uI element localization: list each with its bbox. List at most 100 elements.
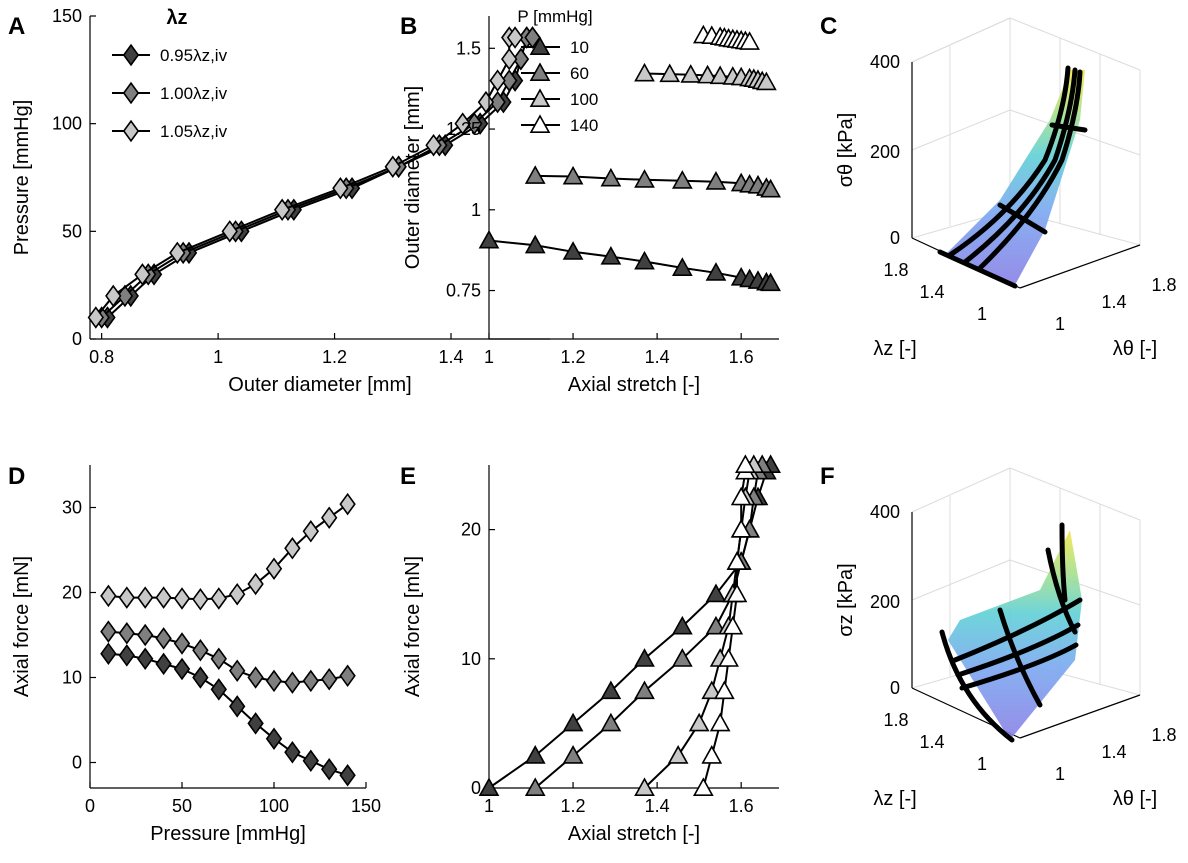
legend-marker (529, 36, 551, 56)
data-point (192, 588, 209, 611)
x-tick-label: 0 (85, 796, 95, 816)
x-tick-label: 1.4 (645, 796, 670, 816)
y-tick-label: 0.75 (446, 281, 481, 301)
data-point (709, 65, 731, 85)
data-point (339, 664, 356, 688)
series-3 (692, 24, 760, 50)
xaxis-tick-f: 1.4 (1101, 742, 1126, 762)
data-point (701, 680, 723, 700)
data-point (118, 586, 135, 609)
yaxis-label-c: λz [-] (873, 338, 916, 360)
data-point (489, 90, 506, 114)
data-point (634, 680, 655, 700)
data-point (134, 263, 151, 286)
y-tick-label: 0 (471, 778, 481, 798)
x-tick-label: 1.2 (561, 796, 586, 816)
legend-entry: 140 (570, 116, 598, 135)
data-point (87, 306, 105, 329)
x-tick-label: 0.8 (89, 347, 114, 367)
zaxis-tick-c: 400 (870, 52, 900, 72)
data-point (100, 584, 117, 608)
zaxis-tick-f: 0 (890, 678, 900, 698)
data-point (478, 777, 500, 797)
x-axis-label: Pressure [mmHg] (150, 823, 306, 845)
data-point (466, 112, 483, 135)
data-point (210, 647, 227, 671)
series-0 (478, 229, 781, 292)
data-point (100, 620, 117, 643)
data-point (680, 64, 702, 83)
data-point (247, 712, 264, 735)
yaxis-tick-c: 1 (977, 304, 987, 324)
data-point (221, 220, 238, 243)
series-0 (100, 642, 356, 787)
data-point (634, 648, 655, 667)
legend-title: P [mmHg] (517, 7, 592, 26)
data-point (192, 639, 209, 662)
data-point (229, 659, 246, 682)
legend-entry: 1.05λz,iv (160, 122, 228, 141)
data-point (735, 454, 756, 474)
data-point (756, 71, 777, 91)
data-point (524, 234, 546, 254)
data-point (173, 657, 191, 681)
data-point (155, 652, 172, 676)
series-line (106, 36, 533, 319)
data-point (524, 777, 546, 797)
series-line (100, 36, 533, 319)
y-tick-label: 10 (461, 649, 481, 669)
x-tick-label: 1 (484, 347, 494, 367)
zaxis-label-f: σz [kPa] (835, 563, 857, 636)
panel-label-f: F (820, 463, 835, 490)
data-point (284, 537, 301, 560)
legend-entry: 10 (570, 38, 589, 57)
series-2 (634, 62, 777, 91)
data-point (600, 712, 622, 732)
data-point (600, 245, 622, 265)
xaxis-tick-f: 1 (1055, 764, 1065, 784)
y-axis-label: Pressure [mmHg] (11, 100, 33, 256)
x-tick-label: 1.4 (438, 347, 463, 367)
panel-label-d: D (8, 463, 25, 490)
yaxis-tick-f: 1 (977, 754, 987, 774)
y-axis-label: Axial force [mN] (402, 556, 424, 697)
data-point (302, 749, 319, 773)
y-tick-label: 0 (72, 329, 82, 349)
data-point (562, 241, 584, 260)
x-tick-label: 1.2 (561, 347, 586, 367)
legend-marker (122, 81, 140, 105)
data-point (697, 64, 718, 84)
data-point (671, 615, 693, 635)
data-point (634, 777, 655, 797)
data-point (714, 680, 735, 700)
data-point (512, 47, 530, 71)
data-curves-f (939, 522, 1083, 743)
data-point (501, 69, 518, 92)
data-point (273, 198, 291, 222)
data-point (524, 165, 546, 184)
data-point (634, 62, 655, 82)
data-point (339, 763, 356, 787)
data-point (302, 669, 319, 693)
y-tick-label: 50 (62, 221, 82, 241)
data-point (105, 284, 122, 308)
x-tick-label: 1 (213, 347, 223, 367)
data-point (739, 31, 760, 50)
data-curves-c (937, 65, 1088, 289)
data-point (321, 667, 338, 691)
data-point (705, 583, 727, 603)
xaxis-label-f: λθ [-] (1113, 788, 1157, 810)
data-point (192, 666, 209, 689)
data-point (688, 712, 710, 732)
data-point (137, 586, 154, 609)
data-point (265, 669, 283, 693)
xaxis-tick-c: 1.4 (1101, 292, 1126, 312)
chart-panel-d: 0 50 100 150 0 10 20 30 Pressure [mmHg] Axial for… (11, 465, 381, 845)
series-2 (100, 492, 356, 611)
data-point (118, 644, 135, 667)
legend-entry: 0.95λz,iv (160, 46, 228, 65)
y-tick-label: 100 (52, 114, 82, 134)
data-point (247, 572, 264, 596)
y-tick-label: 10 (62, 668, 82, 688)
data-point (210, 587, 227, 610)
